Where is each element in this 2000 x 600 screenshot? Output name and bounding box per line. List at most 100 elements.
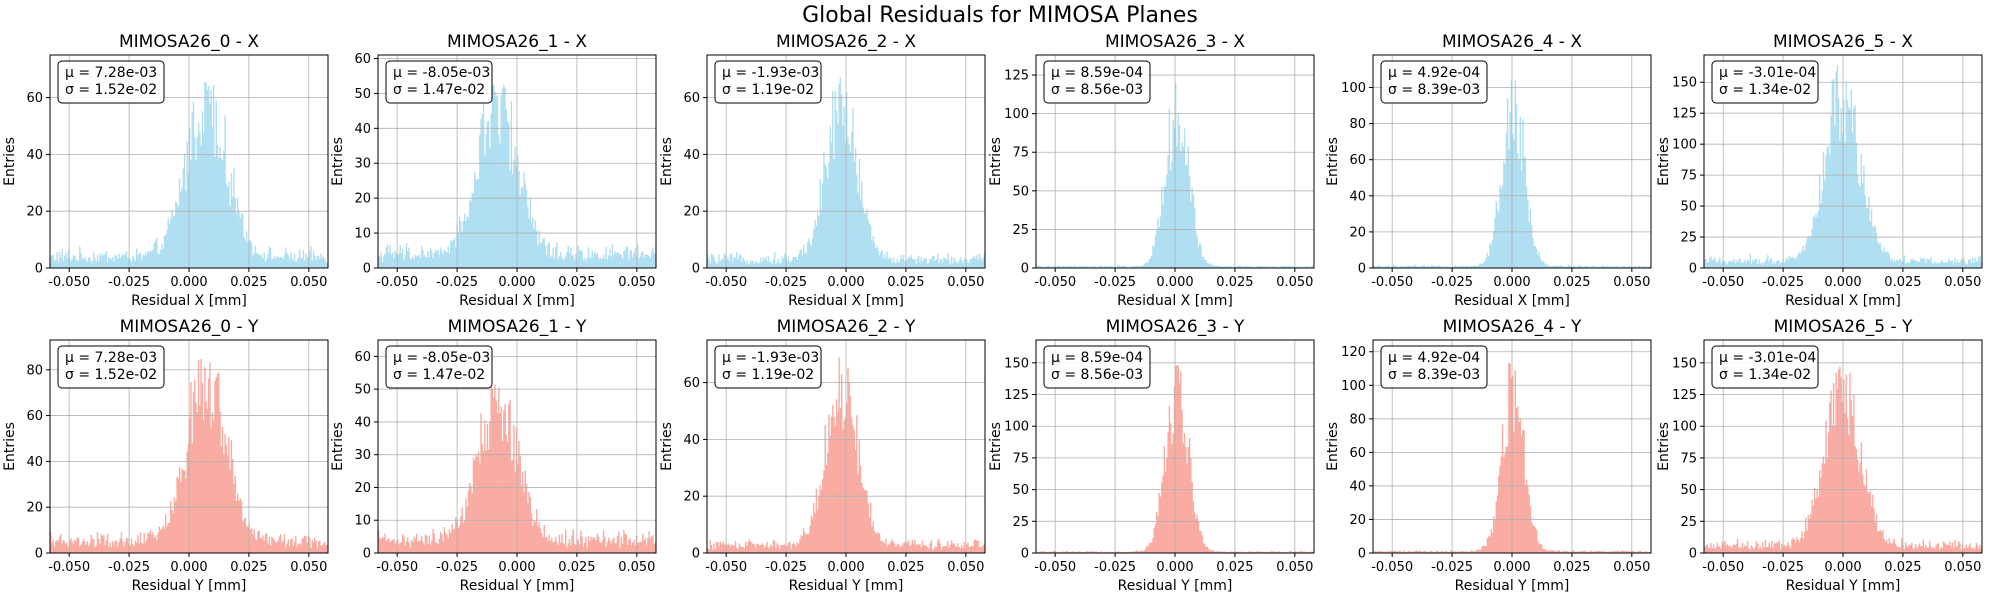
- histogram-bar: [1759, 263, 1762, 268]
- histogram-bar: [1643, 265, 1645, 268]
- histogram-bar: [1214, 265, 1216, 268]
- histogram-bar: [1288, 265, 1291, 268]
- histogram-bar: [1971, 547, 1974, 553]
- histogram-bar: [221, 427, 224, 553]
- histogram-bar: [643, 257, 645, 268]
- histogram-bar: [1955, 547, 1957, 553]
- histogram-bar: [626, 247, 629, 268]
- y-tick-label: 150: [1672, 76, 1697, 91]
- x-tick-label: 0.000: [1824, 560, 1861, 575]
- histogram-bar: [460, 221, 462, 268]
- histogram-bar: [808, 533, 810, 553]
- histogram-bar: [1719, 256, 1721, 268]
- histogram-bar: [1901, 538, 1903, 553]
- histogram-bar: [1589, 551, 1591, 553]
- histogram-bar: [295, 535, 297, 553]
- histogram-bar: [1736, 261, 1739, 268]
- histogram-bar: [728, 543, 730, 553]
- histogram-bar: [1216, 551, 1219, 553]
- histogram-bar: [1086, 266, 1088, 268]
- histogram-bar: [230, 440, 233, 553]
- histogram-bar: [1466, 551, 1468, 553]
- histogram-bar: [1800, 538, 1802, 553]
- histogram-bar: [94, 547, 96, 553]
- stat-mean: μ = 8.59e-04: [1051, 65, 1143, 81]
- panel-title: MIMOSA26_1 - X: [447, 32, 587, 52]
- histogram-bar: [1527, 200, 1529, 268]
- histogram-bar: [1551, 265, 1553, 268]
- histogram-bar: [481, 444, 484, 553]
- histogram-bar: [1781, 262, 1783, 268]
- histogram-bar: [296, 546, 298, 553]
- histogram-bar: [974, 539, 977, 553]
- histogram-bar: [535, 508, 538, 553]
- histogram-bar: [1851, 416, 1854, 553]
- histogram-bar: [1829, 402, 1831, 553]
- histogram-bar: [1210, 265, 1212, 268]
- histogram-bar: [906, 543, 909, 553]
- histogram-bar: [1614, 266, 1616, 268]
- histogram-bars: [378, 84, 657, 269]
- x-tick-label: 0.050: [290, 275, 327, 290]
- histogram-bars: [1036, 83, 1315, 268]
- histogram-bar: [1461, 264, 1463, 268]
- histogram-bar: [911, 539, 914, 553]
- histogram-bar: [1063, 551, 1066, 553]
- histogram-bar: [501, 441, 504, 553]
- histogram-bar: [851, 131, 853, 268]
- histogram-bar: [871, 240, 873, 268]
- histogram-bar: [302, 538, 305, 553]
- histogram-bar: [386, 244, 389, 268]
- histogram-bar: [835, 399, 838, 553]
- histogram-bar: [204, 82, 206, 268]
- histogram-bar: [62, 260, 65, 268]
- histogram-bar: [733, 545, 735, 553]
- histogram-bar: [780, 545, 782, 553]
- histogram-bar: [767, 255, 770, 268]
- histogram-bar: [283, 533, 286, 553]
- histogram-bar: [1292, 551, 1294, 553]
- histogram-bar: [156, 539, 158, 553]
- histogram-bar: [649, 538, 652, 553]
- histogram-bar: [177, 206, 180, 268]
- histogram-bar: [492, 85, 495, 269]
- histogram-bar: [1180, 150, 1182, 268]
- histogram-bar: [1609, 266, 1611, 268]
- x-tick-label: 0.000: [827, 560, 864, 575]
- histogram-bar: [1567, 551, 1570, 553]
- histogram-bars: [1373, 362, 1652, 553]
- histogram-bar: [914, 539, 916, 553]
- histogram-bar: [729, 253, 732, 268]
- histogram-bar: [1923, 258, 1926, 268]
- histogram-bar: [554, 536, 557, 553]
- histogram-bar: [1731, 262, 1734, 268]
- histogram-bar: [1262, 551, 1264, 553]
- histogram-bar: [1072, 265, 1075, 268]
- stats-box-frame: [1380, 60, 1488, 104]
- histogram-bar: [935, 546, 938, 553]
- histogram-bar: [924, 257, 926, 268]
- histogram-bar: [766, 261, 768, 268]
- y-axis-label: Entries: [988, 137, 1004, 186]
- histogram-bar: [1581, 550, 1583, 553]
- histogram-bar: [1175, 83, 1177, 268]
- y-tick-label: 20: [354, 481, 371, 496]
- histogram-bar: [590, 256, 592, 268]
- histogram-bar: [1879, 529, 1882, 553]
- histogram-bar: [1787, 259, 1789, 268]
- histogram-bar: [650, 536, 653, 553]
- histogram-bar: [322, 543, 325, 553]
- histogram-bar: [325, 545, 327, 553]
- histogram-bar: [110, 547, 113, 553]
- histogram-bar: [916, 258, 919, 268]
- histogram-bar: [867, 503, 869, 553]
- histogram-bar: [1734, 262, 1736, 268]
- histogram-bar: [707, 255, 709, 268]
- histogram-bar: [1395, 550, 1398, 553]
- x-tick-label: -0.025: [108, 275, 150, 290]
- histogram-bar: [909, 545, 911, 553]
- histogram-bar: [562, 259, 564, 268]
- histogram-bar: [819, 485, 821, 553]
- histogram-bar: [1259, 551, 1262, 553]
- histogram-bar: [1292, 265, 1294, 268]
